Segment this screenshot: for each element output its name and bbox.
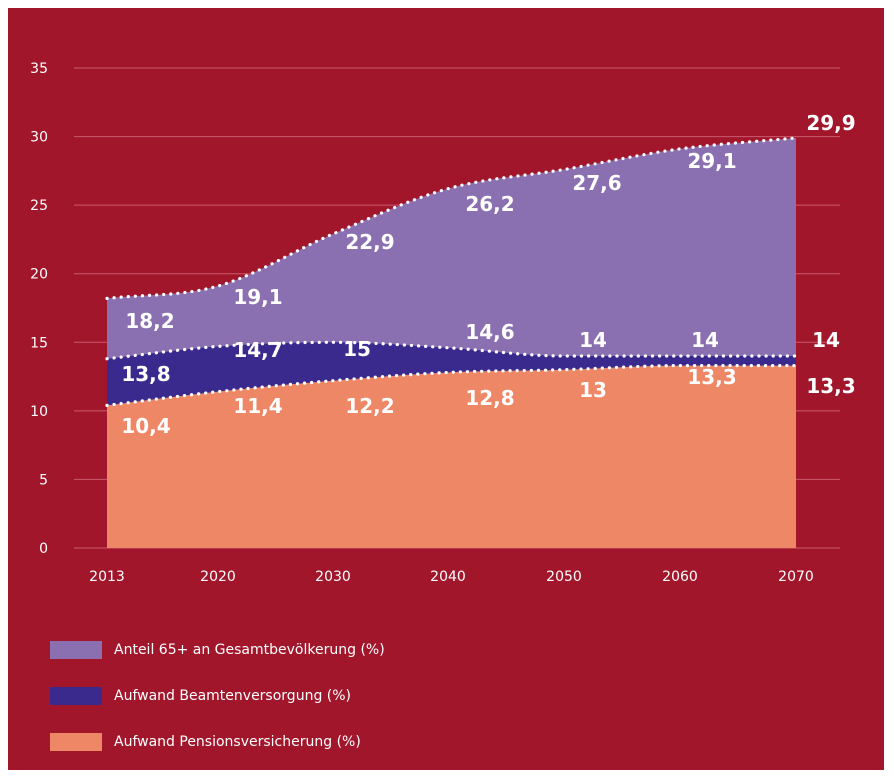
legend-label-beamten: Aufwand Beamtenversorgung (%) — [114, 688, 352, 704]
y-tick-label: 20 — [30, 267, 48, 283]
data-labels: 18,2 19,1 22,9 26,2 27,6 29,1 29,9 13,8 14,7 15 14… — [121, 111, 855, 438]
legend-label-pension: Aufwand Pensionsversicherung (%) — [114, 734, 361, 750]
legend: Anteil 65+ an Gesamtbevölkerung (%) Aufw… — [50, 638, 385, 776]
dotted-lines — [105, 136, 798, 407]
legend-swatch-beamten — [50, 687, 102, 705]
data-label-beamten: 14 — [579, 328, 607, 352]
data-label-pension: 10,4 — [121, 414, 170, 438]
x-tick-label: 2050 — [546, 569, 582, 585]
data-label-anteil: 29,9 — [806, 111, 855, 135]
data-label-pension: 13,3 — [687, 365, 736, 389]
legend-item-beamten: Aufwand Beamtenversorgung (%) — [50, 684, 385, 708]
data-label-beamten: 14 — [812, 328, 840, 352]
x-tick-label: 2040 — [430, 569, 466, 585]
data-label-anteil: 18,2 — [125, 309, 174, 333]
data-label-anteil: 22,9 — [345, 230, 394, 254]
areas — [107, 137, 796, 548]
legend-item-anteil: Anteil 65+ an Gesamtbevölkerung (%) — [50, 638, 385, 662]
y-tick-label: 25 — [30, 198, 48, 214]
x-tick-label: 2060 — [662, 569, 698, 585]
line-anteil — [105, 136, 798, 300]
x-tick-label: 2070 — [778, 569, 814, 585]
data-label-pension: 13 — [579, 378, 607, 402]
data-label-pension: 13,3 — [806, 374, 855, 398]
line-pension — [105, 363, 798, 407]
x-tick-label: 2013 — [89, 569, 125, 585]
legend-item-pension: Aufwand Pensionsversicherung (%) — [50, 730, 385, 754]
legend-swatch-anteil — [50, 641, 102, 659]
data-label-pension: 12,2 — [345, 394, 394, 418]
legend-label-anteil: Anteil 65+ an Gesamtbevölkerung (%) — [114, 642, 385, 658]
x-tick-label: 2020 — [200, 569, 236, 585]
legend-swatch-pension — [50, 733, 102, 751]
axis-ticks: 0 5 10 15 20 25 30 35 2013 2020 2030 2040 2050 2060 20… — [30, 61, 814, 585]
data-label-anteil: 26,2 — [465, 192, 514, 216]
x-tick-label: 2030 — [315, 569, 351, 585]
y-tick-label: 30 — [30, 130, 48, 146]
data-label-anteil: 19,1 — [233, 285, 282, 309]
line-beamten — [105, 340, 798, 361]
y-tick-label: 35 — [30, 61, 48, 77]
data-label-beamten: 14 — [691, 328, 719, 352]
data-label-beamten: 14,6 — [465, 320, 514, 344]
data-label-pension: 12,8 — [465, 386, 514, 410]
area-pension — [107, 365, 796, 548]
y-tick-label: 0 — [39, 541, 48, 557]
data-label-beamten: 14,7 — [233, 338, 282, 362]
data-label-pension: 11,4 — [233, 394, 282, 418]
data-label-beamten: 15 — [343, 337, 371, 361]
y-tick-label: 15 — [30, 335, 48, 351]
data-label-anteil: 29,1 — [687, 149, 736, 173]
data-label-beamten: 13,8 — [121, 362, 170, 386]
y-tick-label: 10 — [30, 404, 48, 420]
y-tick-label: 5 — [39, 472, 48, 488]
data-label-anteil: 27,6 — [572, 171, 621, 195]
